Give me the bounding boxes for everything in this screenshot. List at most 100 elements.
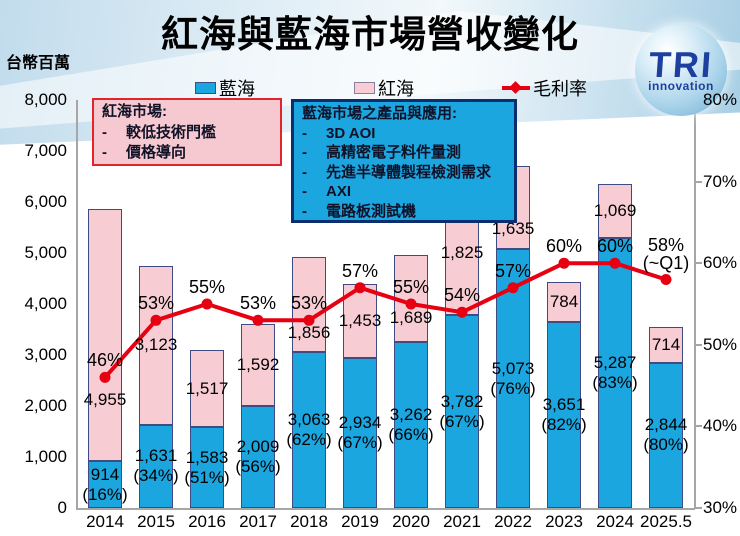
bar-label-2022-blue-value: 5,073 (76%) (490, 358, 536, 398)
right-axis-tick-mark (694, 262, 702, 265)
bar-label-2018-blue-value: 3,063 (62%) (286, 409, 332, 449)
bar-2020-blue-ocean-segment (394, 341, 428, 508)
x-axis-category-label: 2018 (290, 512, 328, 531)
bar-label-2015-blue-value: 1,631 (34%) (133, 446, 179, 486)
left-axis-tick-label: 4,000 (24, 294, 67, 313)
bar-2024-red-ocean-segment (598, 183, 632, 239)
margin-label-2025.5: 58% (~Q1) (642, 234, 690, 273)
left-axis-tick-label: 1,000 (24, 447, 67, 466)
margin-label-2014: 46% (86, 350, 124, 371)
bar-label-2023-red-value: 784 (549, 291, 579, 311)
bar-label-2021-red-value: 1,825 (440, 243, 484, 262)
bar-label-2014-red-value: 4,955 (83, 390, 127, 409)
legend-label: 紅海 (378, 79, 414, 99)
pink-series-swatch-icon (354, 82, 375, 94)
bar-2025.5-red-ocean-segment (649, 326, 683, 363)
bar-label-2024-blue-value: 5,287 (83%) (592, 353, 638, 393)
bar-2016-blue-ocean-segment (190, 427, 224, 508)
right-axis-tick-mark (694, 507, 702, 509)
bar-2017-red-ocean-segment (241, 324, 275, 406)
legend-item-gross-margin: 毛利率 (502, 75, 587, 101)
bar-label-2025.5-blue-value: 2,844 (80%) (643, 415, 689, 455)
legend-label: 藍海 (219, 79, 255, 99)
bar-label-2024-red-value: 1,069 (593, 201, 637, 221)
margin-label-2018: 53% (290, 293, 328, 314)
callout-bullet: - 先進半導體製程檢測需求 (302, 163, 492, 181)
x-axis-category-label: 2016 (188, 512, 226, 531)
margin-label-2020: 55% (392, 277, 430, 297)
bar-label-2023-blue-value: 3,651 (82%) (541, 394, 587, 434)
blue-ocean-callout-box: 藍海市場之產品與應用: -3D AOI - 高精密電子料件量測 - 先進半導體製程檢測需… (291, 99, 517, 223)
bar-2018-red-ocean-segment (292, 257, 326, 352)
blue-ocean-callout-list: -3D AOI - 高精密電子料件量測 - 先進半導體製程檢測需求 - AXI - 電路板測試機 (302, 124, 506, 222)
bar-label-2022-red-value: 1,635 (491, 219, 535, 238)
red-ocean-callout-list: - 較低技術門檻 - 價格導向 (102, 123, 272, 164)
margin-label-2015: 53% (137, 293, 175, 314)
bar-2021-blue-ocean-segment (445, 315, 479, 508)
y-axis-unit-label: 台幣百萬 (6, 55, 71, 72)
bar-2014-red-ocean-segment (88, 208, 122, 462)
x-axis-category-label: 2017 (239, 512, 277, 531)
red-line-diamond-icon (502, 86, 530, 90)
x-axis-category-label: 2021 (443, 512, 481, 531)
callout-bullet: - 高精密電子料件量測 (302, 144, 462, 161)
x-axis-category-label: 2023 (545, 512, 583, 531)
left-axis-tick-label: 3,000 (24, 345, 67, 364)
callout-bullet: -3D AOI (302, 124, 376, 142)
legend-item-blue-ocean: 藍海 (195, 75, 255, 101)
bar-2023-red-ocean-segment (547, 281, 581, 322)
bar-2019-blue-ocean-segment (343, 358, 377, 508)
right-axis-tick-label: 30% (703, 498, 738, 517)
callout-bullet: - AXI (302, 183, 352, 200)
red-ocean-callout-box: 紅海市場: - 較低技術門檻 - 價格導向 (92, 98, 282, 166)
bar-label-2018-red-value: 1,856 (287, 323, 331, 342)
right-axis-tick-mark (694, 343, 702, 346)
right-axis-tick-mark (694, 425, 702, 428)
callout-bullet: - 電路板測試機 (302, 202, 417, 220)
bar-2015-blue-ocean-segment (139, 424, 173, 508)
bottom-axis-line (76, 508, 695, 510)
bar-2025.5-blue-ocean-segment (649, 362, 683, 508)
right-axis-tick-label: 80% (703, 90, 738, 109)
right-axis-tick-mark (694, 180, 702, 183)
left-axis-tick-label: 8,000 (24, 90, 67, 109)
x-axis-category-label: 2020 (392, 512, 430, 531)
margin-label-2024: 60% (596, 236, 634, 257)
margin-label-2017: 53% (239, 293, 277, 314)
bar-label-2015-red-value: 3,123 (134, 335, 178, 355)
margin-label-2023: 60% (545, 236, 583, 257)
right-axis-line (694, 100, 696, 509)
x-axis-category-label: 2015 (137, 512, 175, 531)
margin-label-2019: 57% (341, 260, 379, 281)
bar-label-2020-blue-value: 3,262 (66%) (388, 404, 434, 444)
bar-2024-blue-ocean-segment (598, 238, 632, 508)
right-axis-tick-label: 50% (703, 334, 738, 354)
legend-item-red-ocean: 紅海 (354, 75, 414, 101)
page-title: 紅海與藍海市場營收變化 (161, 14, 579, 55)
margin-label-2021: 54% (443, 285, 481, 306)
bar-label-2017-blue-value: 2,009 (56%) (235, 436, 281, 476)
tri-innovation-logo: TRI innovation (635, 24, 727, 116)
left-axis-tick-label: 0 (57, 498, 67, 517)
left-axis-tick-label: 6,000 (24, 192, 67, 211)
bar-label-2019-red-value: 1,453 (338, 311, 382, 331)
left-axis-tick-label: 5,000 (24, 243, 67, 262)
bar-2016-red-ocean-segment (190, 349, 224, 428)
right-axis-tick-label: 60% (703, 253, 738, 273)
bar-label-2014-blue-value: 914 (16%) (82, 464, 128, 504)
bar-2017-blue-ocean-segment (241, 405, 275, 508)
margin-label-2022: 57% (494, 260, 532, 281)
x-axis-category-label: 2025.5 (640, 512, 692, 531)
logo-tagline-text: innovation (648, 78, 714, 93)
bar-label-2025.5-red-value: 714 (651, 334, 681, 354)
callout-bullet: - 較低技術門檻 (102, 123, 217, 141)
bar-2014-blue-ocean-segment (88, 461, 122, 508)
x-axis-category-label: 2022 (494, 512, 532, 531)
left-axis-tick-label: 7,000 (24, 141, 67, 160)
bar-label-2016-blue-value: 1,583 (51%) (184, 447, 230, 487)
margin-label-2016: 55% (188, 277, 226, 297)
blue-ocean-callout-title: 藍海市場之產品與應用: (302, 105, 457, 122)
callout-bullet: - 價格導向 (102, 144, 187, 161)
